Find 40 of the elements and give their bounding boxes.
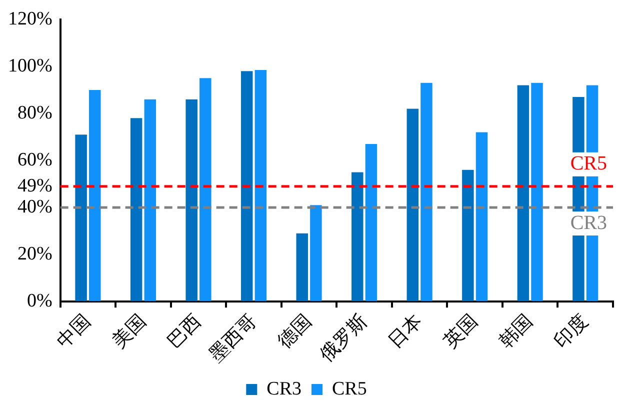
bar [310,205,322,302]
x-tick-label: 德国 [274,310,316,353]
x-tick-label: 印度 [550,310,592,353]
x-tick-label: 中国 [53,310,96,353]
ref-line-label: CR5 [570,152,607,175]
bar [240,71,253,302]
y-tick-label: 49% [18,175,52,196]
y-tick-label: 100% [8,55,52,76]
legend-label: CR5 [332,378,367,400]
y-tick-label: 120% [8,8,52,30]
y-tick-label: 60% [18,149,52,170]
x-tick-label: 日本 [384,310,427,353]
bar [365,144,378,302]
bar [462,170,474,302]
x-tick-label: 俄罗斯 [316,310,372,366]
bar [200,78,212,302]
bar [476,132,488,302]
y-tick-label: 0% [27,290,52,312]
x-tick-label: 美国 [108,310,150,353]
y-tick-label: 80% [18,102,52,124]
bar [517,85,530,302]
bar [88,90,101,302]
bar [406,108,419,302]
ref-line-label: CR3 [570,212,607,234]
bar [352,172,364,302]
x-tick-label: 英国 [440,310,482,353]
legend-label: CR3 [266,378,302,400]
bar [75,134,87,302]
x-tick-label: 巴西 [164,310,206,353]
bar [130,118,142,302]
bar [144,99,156,302]
bar [186,99,198,302]
bar [254,70,267,302]
y-tick-label: 20% [18,244,52,265]
y-tick-label: 40% [18,196,52,218]
bar [531,82,543,302]
x-tick-label: 韩国 [495,310,538,353]
bar [420,82,432,302]
x-tick-label: 墨西哥 [206,310,261,366]
bar [296,233,308,302]
